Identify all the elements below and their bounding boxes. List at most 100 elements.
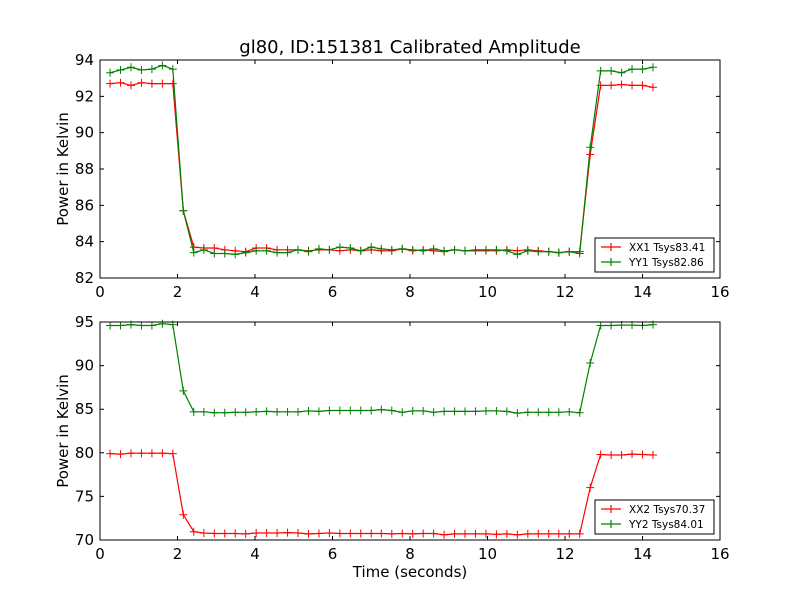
data-point [283,528,292,537]
data-point [481,406,490,415]
data-point [220,249,229,258]
data-point [628,81,637,90]
data-point [596,66,605,75]
x-axis-label: Time (seconds) [352,563,468,581]
data-point [607,81,616,90]
y-tick-label: 90 [75,124,94,142]
data-point [304,247,313,256]
data-point [252,246,261,255]
data-point [377,405,386,414]
data-point [638,450,647,459]
data-point [440,246,449,255]
data-point [252,529,261,538]
data-point [179,510,188,519]
data-point [481,245,490,254]
data-point [294,407,303,416]
x-tick-label: 0 [95,283,105,301]
data-point [586,483,595,492]
data-point [210,529,219,538]
x-tick-label: 0 [95,545,105,563]
y-tick-label: 86 [75,196,94,214]
data-point [137,78,146,87]
x-tick-label: 12 [555,545,574,563]
data-point [116,321,125,330]
data-point [398,244,407,253]
data-point [325,406,334,415]
data-point [544,247,553,256]
x-tick-label: 2 [173,545,183,563]
x-tick-label: 4 [250,283,260,301]
data-point [356,246,365,255]
legend-swatch [601,520,621,528]
data-point [544,529,553,538]
data-point [158,79,167,88]
x-tick-label: 10 [478,545,497,563]
data-point [252,407,261,416]
data-point [575,249,584,258]
x-tick-label: 14 [633,545,652,563]
data-point [377,529,386,538]
data-point [398,408,407,417]
data-point [502,407,511,416]
top-axes: 0 2 4 6 8 10 12 14 16 82 84 86 88 90 92 94 Power in Kelv… [54,51,730,301]
data-point [638,81,647,90]
data-point [461,246,470,255]
x-tick-label: 6 [328,283,338,301]
data-point [210,249,219,258]
data-point [523,529,532,538]
data-point [638,65,647,74]
data-point [617,450,626,459]
data-point [294,529,303,538]
data-point [106,449,115,458]
data-point [408,529,417,538]
data-point [628,450,637,459]
data-point [440,530,449,539]
y-axis-label: Power in Kelvin [54,374,72,488]
x-tick-label: 8 [405,545,415,563]
legend: XX1 Tsys83.41 YY1 Tsys82.86 [594,237,715,273]
data-point [596,81,605,90]
data-point [596,321,605,330]
data-point [367,529,376,538]
data-point [387,245,396,254]
data-point [189,407,198,416]
data-point [106,79,115,88]
data-point [241,408,250,417]
data-point [199,407,208,416]
data-point [565,407,574,416]
data-point [137,321,146,330]
data-point [492,530,501,539]
data-point [294,245,303,254]
legend-box [594,499,715,535]
legend-swatch [601,505,621,513]
legend-swatch [601,243,621,251]
data-point [314,407,323,416]
data-point [137,65,146,74]
x-tick-label: 14 [633,283,652,301]
y-tick-label: 82 [75,269,94,287]
y-tick-label: 94 [75,51,94,69]
data-point [127,449,135,458]
data-point [586,143,595,152]
data-point [648,83,657,92]
data-point [617,68,626,77]
data-point [471,529,480,538]
data-point [408,245,417,254]
data-point [534,529,543,538]
data-point [419,406,428,415]
data-point [648,63,657,72]
data-point [335,529,344,538]
x-tick-label: 10 [478,283,497,301]
bottom-axes: 0 2 4 6 8 10 12 14 16 70 75 80 85 90 95 Power in Kelvin… [54,313,730,563]
data-point [565,247,574,256]
data-point [356,529,365,538]
data-point [450,245,459,254]
data-point [158,319,167,328]
data-point [220,408,229,417]
data-point [283,407,292,416]
data-point [168,79,177,88]
data-point [471,245,480,254]
data-point [607,321,616,330]
data-point [199,245,208,254]
x-tick-label: 8 [405,283,415,301]
